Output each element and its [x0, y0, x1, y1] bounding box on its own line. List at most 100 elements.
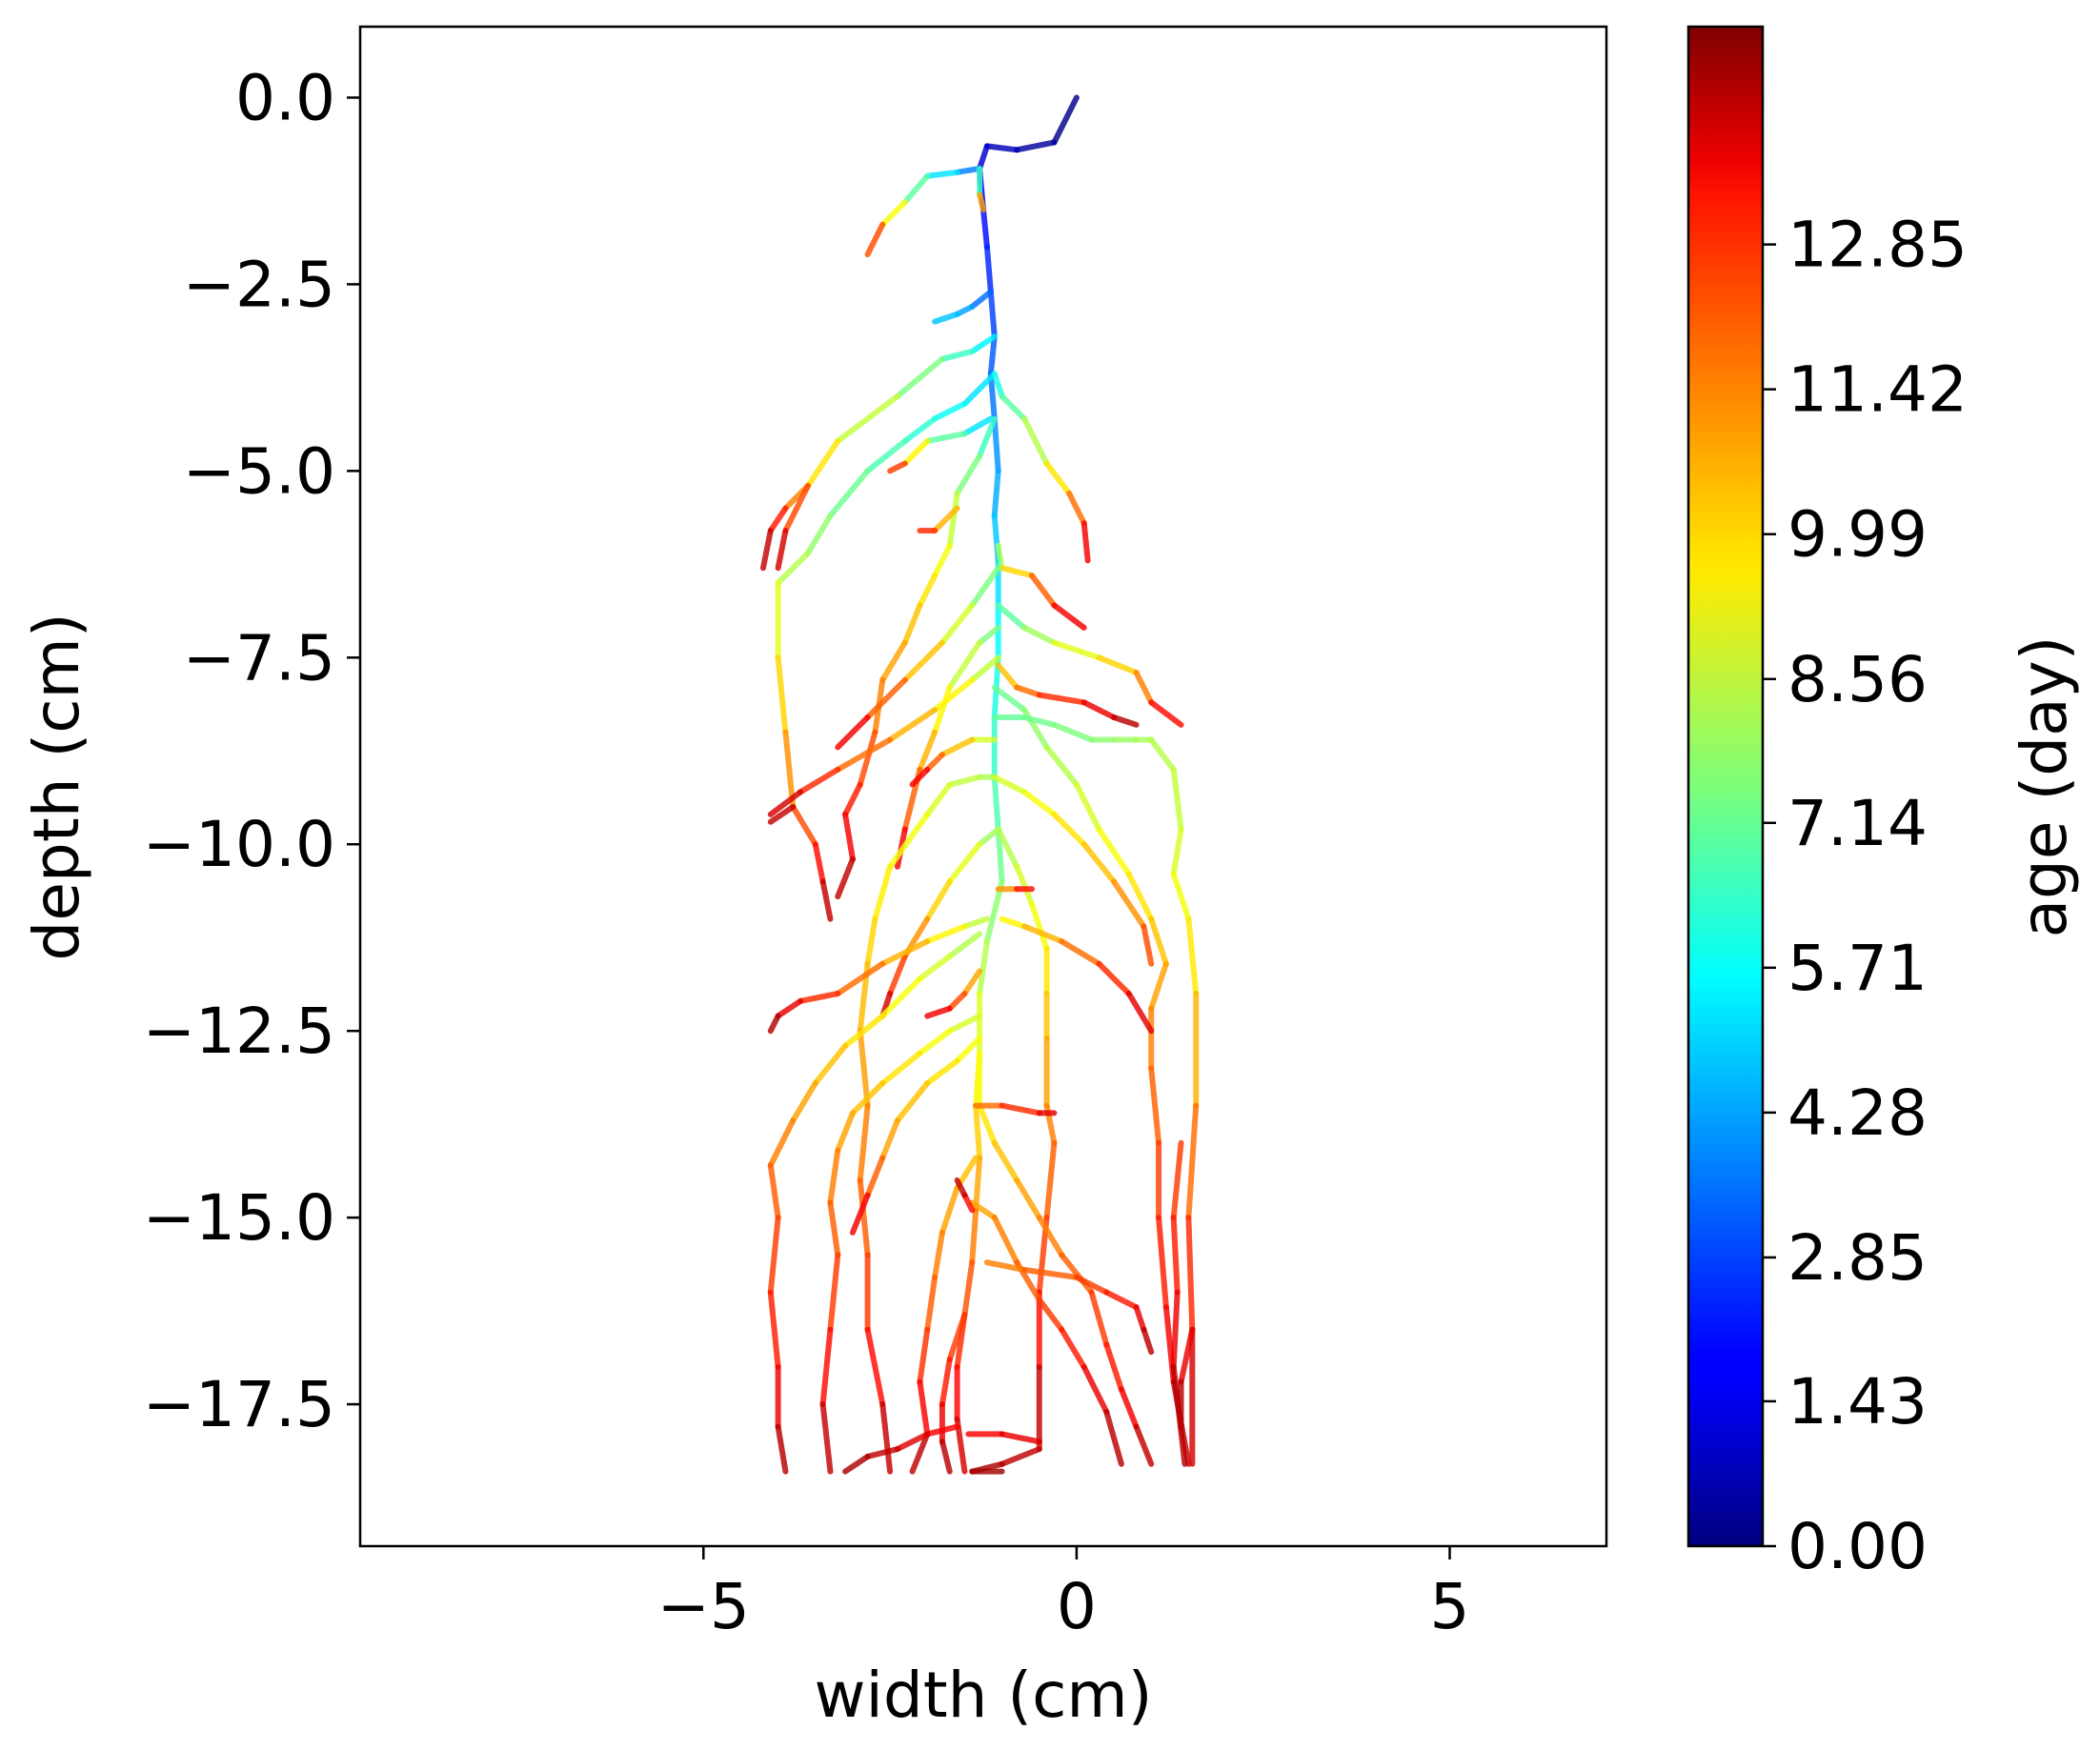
- plot-area: [358, 25, 1608, 1548]
- root-link: [901, 415, 939, 444]
- root-link: [759, 528, 774, 572]
- root-link: [798, 991, 841, 1004]
- root-link: [782, 729, 797, 811]
- root-link: [969, 289, 994, 310]
- root-segment: [977, 165, 986, 213]
- root-link: [1073, 781, 1102, 833]
- root-link: [1148, 1065, 1162, 1146]
- root-link: [842, 1453, 871, 1475]
- root-segment: [999, 915, 1155, 1035]
- root-link: [917, 1326, 931, 1385]
- y-tick-label: −2.5: [183, 248, 335, 321]
- root-link: [1036, 1215, 1065, 1258]
- root-link: [924, 923, 968, 945]
- root-link: [849, 1080, 886, 1116]
- root-link: [977, 624, 1001, 646]
- root-link: [775, 1423, 789, 1475]
- root-link: [1170, 1289, 1181, 1370]
- root-link: [991, 774, 1001, 833]
- root-link: [932, 1229, 945, 1280]
- root-link: [946, 1013, 983, 1035]
- root-link: [901, 172, 931, 206]
- root-link: [917, 953, 953, 982]
- root-link: [946, 991, 968, 1012]
- root-link: [887, 707, 939, 743]
- root-link: [775, 528, 789, 572]
- root-link: [842, 1013, 886, 1049]
- root-link: [1111, 878, 1147, 930]
- root-link: [987, 371, 998, 422]
- root-link: [879, 199, 908, 228]
- root-link: [946, 931, 983, 959]
- root-link: [887, 460, 908, 474]
- root-link: [1014, 684, 1042, 698]
- root-link: [1036, 692, 1087, 706]
- root-link: [857, 729, 878, 788]
- root-link: [901, 639, 945, 683]
- root-link: [775, 654, 789, 735]
- root-segment: [767, 915, 990, 1035]
- root-link: [804, 438, 841, 490]
- root-link: [946, 490, 960, 549]
- root-segment: [954, 1177, 976, 1214]
- root-link: [1080, 699, 1118, 720]
- root-segment: [759, 333, 998, 572]
- root-link: [827, 1252, 841, 1333]
- root-link: [917, 573, 939, 609]
- root-link: [973, 1102, 983, 1161]
- root-link: [924, 1423, 960, 1438]
- root-link: [864, 676, 908, 720]
- root-link: [1133, 1304, 1147, 1333]
- root-link: [901, 438, 931, 467]
- root-segment: [932, 289, 994, 325]
- root-link: [991, 1215, 1020, 1266]
- root-link: [995, 602, 1028, 631]
- root-link: [1185, 1215, 1196, 1333]
- root-link: [1021, 789, 1058, 817]
- root-segment: [954, 878, 1005, 1475]
- root-link: [1051, 721, 1095, 743]
- root-link: [1014, 139, 1058, 153]
- x-tick-label: −5: [657, 1570, 750, 1643]
- colorbar-tick-label: 12.85: [1787, 209, 1968, 282]
- y-tick-label: −17.5: [143, 1368, 335, 1441]
- root-segment: [969, 1199, 1124, 1467]
- root-link: [864, 1155, 886, 1198]
- root-link: [1051, 94, 1080, 146]
- root-link: [991, 1139, 1020, 1183]
- root-link: [1170, 1215, 1181, 1296]
- root-link: [1014, 1177, 1042, 1221]
- root-link: [1185, 915, 1200, 996]
- root-link: [835, 1110, 856, 1154]
- root-link: [1133, 1423, 1155, 1467]
- root-segment: [767, 804, 797, 825]
- root-link: [924, 1057, 960, 1087]
- root-link: [849, 1192, 871, 1236]
- root-link: [872, 863, 894, 922]
- root-link: [835, 392, 900, 444]
- root-link: [954, 1036, 983, 1064]
- root-segment: [775, 483, 811, 572]
- root-link: [1111, 714, 1140, 728]
- root-segment: [991, 714, 1200, 1467]
- y-axis-ticks: 0.0 −2.5 −5.0 −7.5 −10.0 −12.5 −15.0 −17.5: [143, 61, 360, 1441]
- plot-frame: [358, 25, 1608, 1548]
- root-link: [969, 333, 998, 354]
- root-link: [1125, 991, 1155, 1035]
- root-link: [767, 1013, 781, 1035]
- root-segment: [991, 684, 1192, 1467]
- root-link: [995, 542, 1005, 572]
- root-link: [1051, 639, 1102, 661]
- root-link: [1043, 460, 1073, 496]
- root-link: [991, 684, 1028, 714]
- root-link: [1103, 1341, 1124, 1393]
- root-link: [894, 1431, 931, 1453]
- root-link: [917, 1378, 931, 1438]
- root-link: [767, 1215, 781, 1296]
- root-link: [977, 191, 986, 213]
- root-link: [864, 1326, 886, 1408]
- root-link: [767, 1289, 781, 1370]
- root-link: [954, 165, 983, 175]
- root-segment: [775, 371, 998, 922]
- root-link: [969, 1207, 979, 1266]
